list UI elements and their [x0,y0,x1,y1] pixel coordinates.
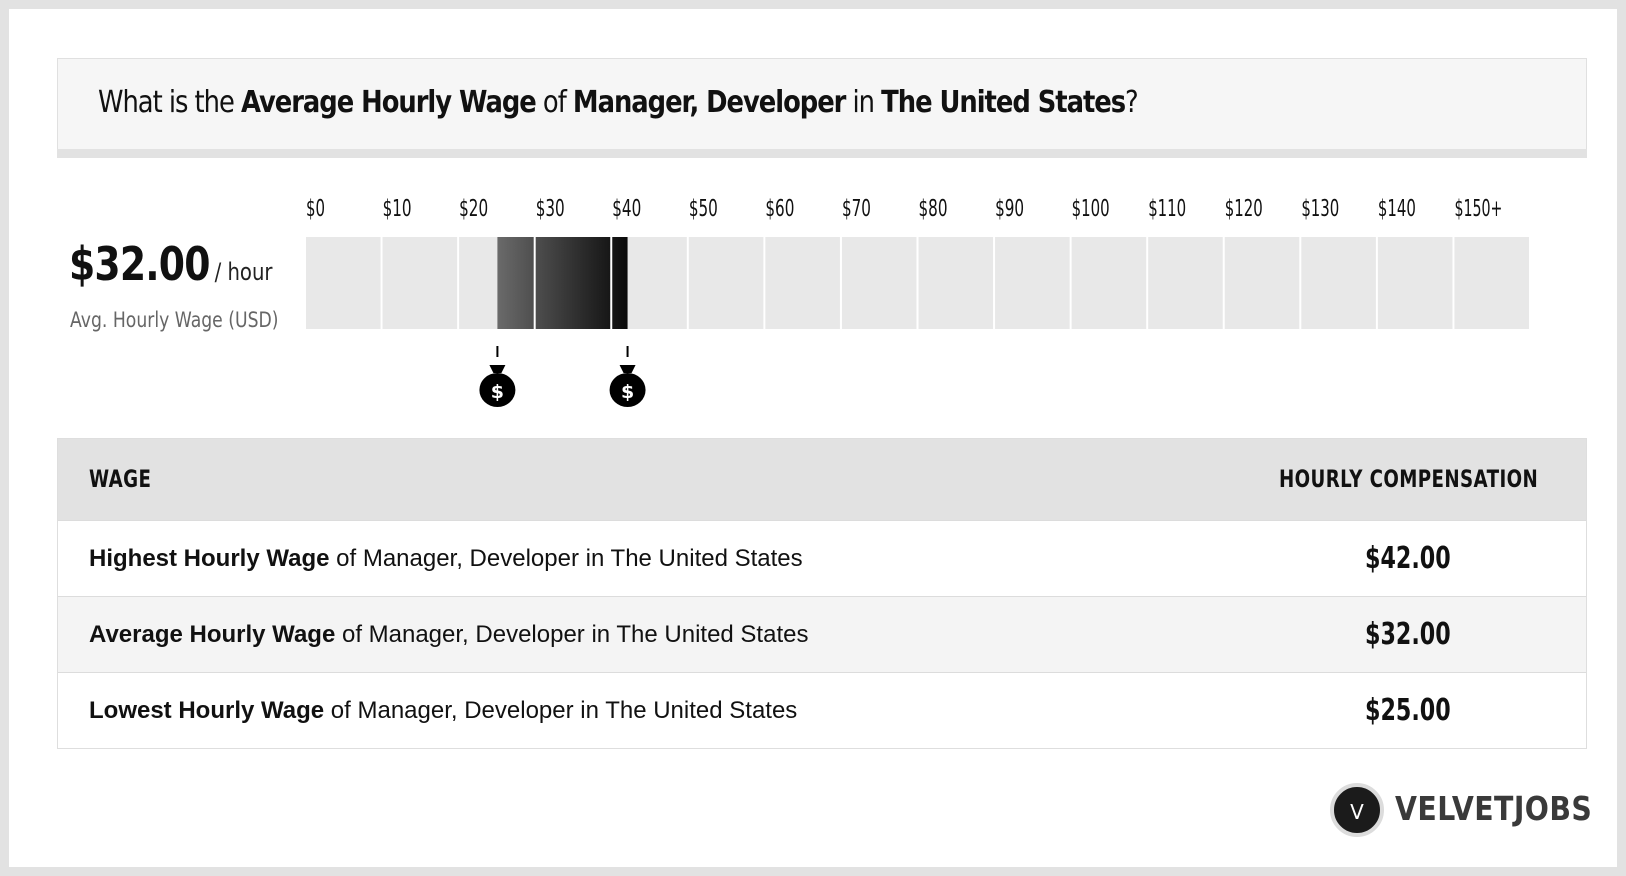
row-value: $32.00 [1365,617,1451,652]
track-segment [918,237,994,329]
x-tick-label: $140 [1378,196,1416,222]
row-detail: of Manager, Developer in The United Stat… [329,545,803,572]
row-detail: of Manager, Developer in The United Stat… [324,697,798,724]
header-wage: WAGE [89,465,152,493]
track-segment [995,237,1070,329]
wage-range [497,237,628,329]
x-tick-label: $120 [1225,196,1263,222]
track-segment [841,237,917,329]
logo-mark-icon: V [1330,783,1384,837]
range-separator [533,237,536,329]
logo-wordmark: VELVETJOBS [1395,789,1593,828]
row-metric: Highest Hourly Wage [89,545,330,572]
x-tick-label: $50 [689,196,718,222]
average-wage-value: $32.00 [69,237,210,291]
table-header: WAGE HOURLY COMPENSATION [58,439,1586,520]
wage-unit: / hour [214,258,273,286]
row-metric: Lowest Hourly Wage [89,697,325,724]
page-title: What is the Average Hourly Wage of Manag… [98,85,1139,120]
row-description: Highest Hourly Wage of Manager, Develope… [89,545,803,573]
x-tick-label: $40 [612,196,641,222]
track-segment [765,237,840,329]
title-divider [57,149,1587,158]
x-tick-label: $150+ [1454,196,1502,222]
x-tick-label: $130 [1301,196,1339,222]
x-tick-label: $60 [765,196,794,222]
wage-table: WAGE HOURLY COMPENSATION Highest Hourly … [57,438,1587,749]
track-segment [688,237,764,329]
table-row: Average Hourly Wage of Manager, Develope… [58,596,1586,672]
title-text-part: ? [1125,85,1139,120]
x-tick-label: $100 [1072,196,1110,222]
x-tick-label: $80 [919,196,948,222]
x-tick-label: $110 [1148,196,1186,222]
track-segment [1301,237,1376,329]
x-tick-label: $90 [995,196,1024,222]
x-axis-tick-labels: $0 $10 $20 $30 $40 $50 $60 $70 $80 $90 $100 $110 $12… [306,196,1502,222]
svg-text:$: $ [491,381,504,403]
table-row: Lowest Hourly Wage of Manager, Developer… [58,672,1586,748]
track-segment [382,237,458,329]
title-metric: Average Hourly Wage [240,85,537,120]
title-location: The United States [881,85,1126,120]
money-bag-icon: $ [479,346,516,407]
title-job: Manager, Developer [572,85,846,120]
track-segment [1148,237,1223,329]
track-segment [1454,237,1529,329]
row-value: $42.00 [1365,541,1451,576]
header-hourly-compensation: HOURLY COMPENSATION [1279,465,1539,493]
row-value: $25.00 [1365,693,1451,728]
row-description: Average Hourly Wage of Manager, Develope… [89,621,808,649]
row-metric: Average Hourly Wage [89,621,336,648]
average-wage-summary: $32.00/ hour [69,237,273,291]
x-tick-label: $0 [306,196,325,222]
range-separator [610,237,613,329]
track-segment [1224,237,1300,329]
average-wage-label: Avg. Hourly Wage (USD) [70,308,279,332]
velvetjobs-logo[interactable]: V VELVETJOBS [1327,781,1592,839]
title-text-part: in [845,85,882,120]
track-segment [1071,237,1147,329]
logo-mark-letter: V [1350,800,1364,824]
wage-track [306,237,1529,329]
track-segment [1377,237,1453,329]
table-row: Highest Hourly Wage of Manager, Develope… [58,520,1586,596]
wage-range-bar [497,237,628,329]
x-tick-label: $70 [842,196,871,222]
title-box: What is the Average Hourly Wage of Manag… [57,58,1587,158]
title-text-part: of [535,85,573,120]
x-tick-label: $30 [536,196,565,222]
track-segment [306,237,381,329]
wage-range-chart: $0 $10 $20 $30 $40 $50 $60 $70 $80 $90 $100 $110 $12… [306,196,1529,407]
x-tick-label: $20 [459,196,488,222]
row-description: Lowest Hourly Wage of Manager, Developer… [89,697,797,725]
svg-text:$: $ [621,381,634,403]
title-text-part: What is the [98,85,241,120]
x-tick-label: $10 [383,196,412,222]
wage-markers: $ $ [479,346,646,407]
row-detail: of Manager, Developer in The United Stat… [335,621,809,648]
money-bag-icon: $ [609,346,646,407]
